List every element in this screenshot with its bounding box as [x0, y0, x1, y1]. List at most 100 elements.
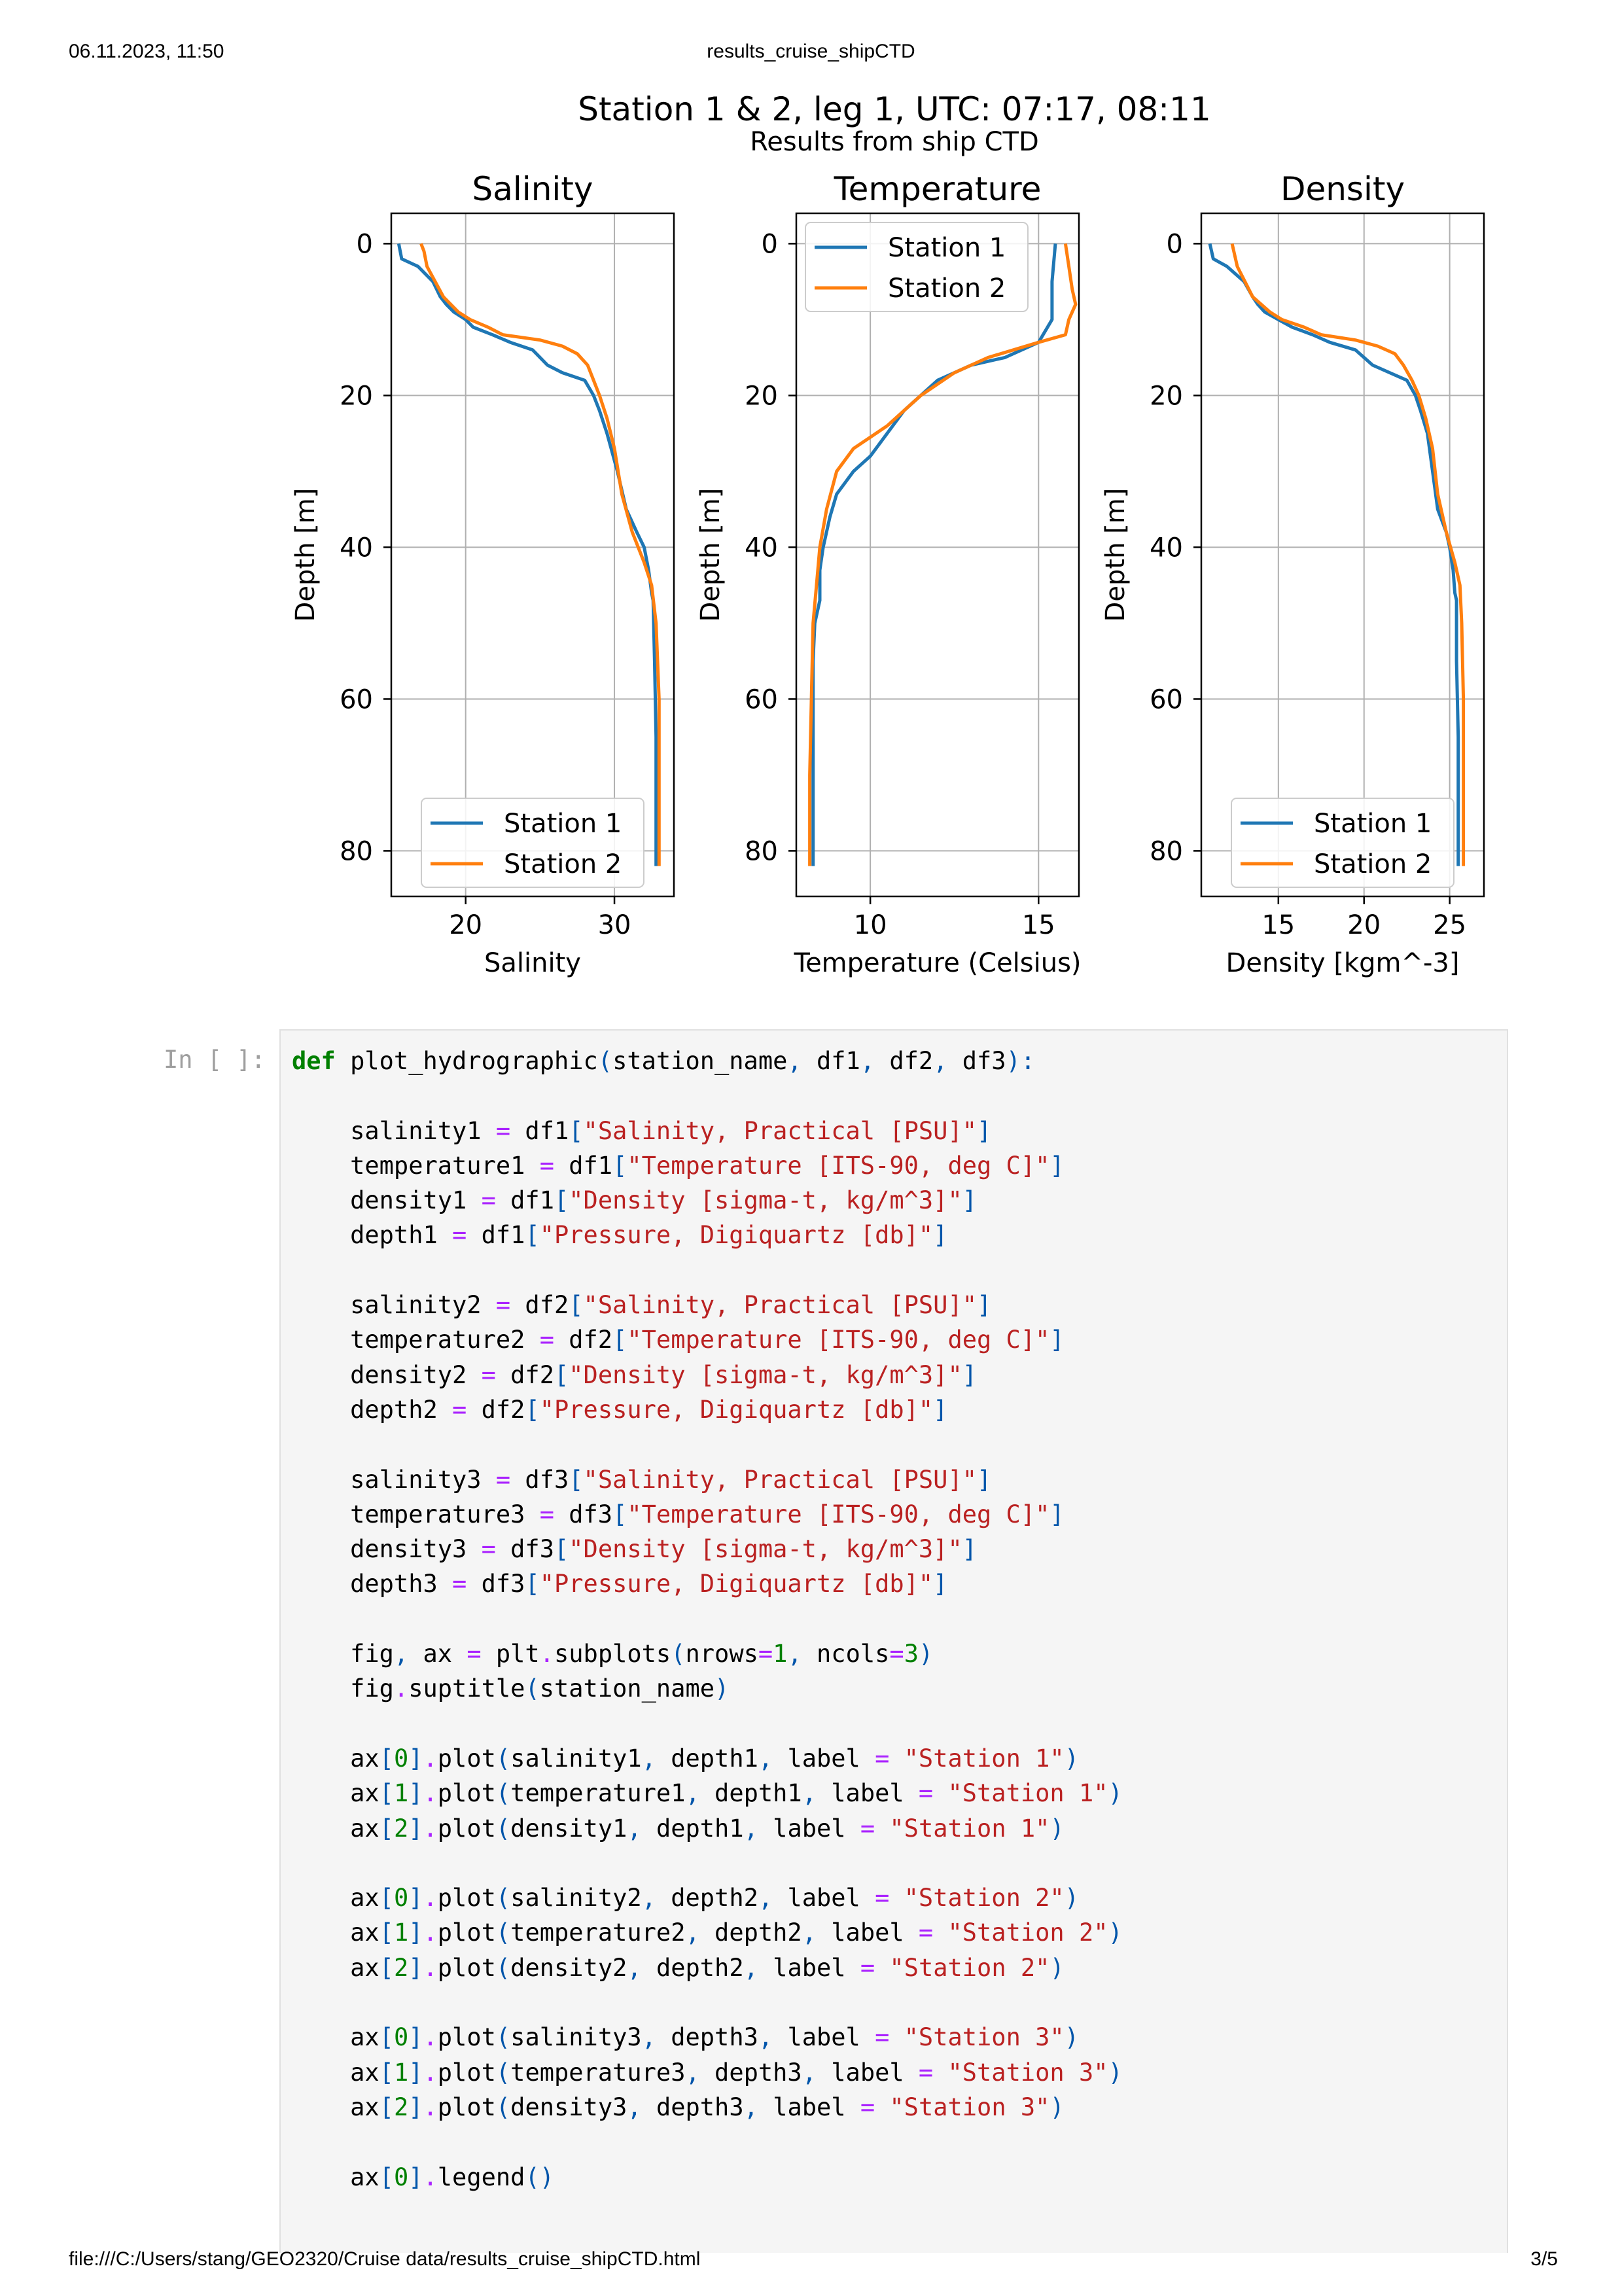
chart-title: Density — [1280, 170, 1405, 208]
code-token: plot — [437, 1918, 496, 1947]
code-token: . — [423, 2163, 438, 2191]
code-token: ( — [671, 1640, 686, 1669]
code-token: fig — [292, 1674, 394, 1703]
code-token: , — [933, 1047, 962, 1075]
code-token: depth3 — [656, 2093, 744, 2121]
code-token: plot — [437, 1884, 496, 1913]
code-token: . — [393, 1674, 409, 1703]
code-token: [ — [525, 1570, 540, 1598]
code-token: ] — [408, 2093, 423, 2121]
code-token — [889, 2023, 904, 2051]
code-line: ax[0].plot(salinity3, depth3, label = "S… — [292, 2020, 1123, 2055]
legend-label-station-1: Station 1 — [888, 233, 1006, 263]
code-token: depth2 — [656, 1953, 744, 1982]
code-token: [ — [525, 1221, 540, 1250]
code-token: , — [787, 1047, 817, 1075]
code-token: ) — [918, 1640, 934, 1669]
code-token: [ — [379, 2023, 394, 2052]
code-token: [ — [379, 1918, 394, 1947]
code-token: , — [641, 1884, 671, 1913]
code-line: fig.suptitle(station_name) — [292, 1671, 1123, 1706]
code-token: salinity2 — [292, 1291, 496, 1320]
code-token: ] — [977, 1291, 992, 1320]
code-token: density1 — [510, 1814, 627, 1843]
code-token: depth2 — [292, 1395, 453, 1424]
code-line: temperature1 = df1["Temperature [ITS-90,… — [292, 1148, 1123, 1183]
code-token: depth3 — [714, 2058, 802, 2087]
code-token: = — [467, 1640, 482, 1669]
code-token: plot — [437, 2093, 496, 2121]
temperature-panel: 10 15 0 20 40 60 80 Temperature Temperature (Cel… — [696, 170, 1082, 978]
code-token: , — [393, 1640, 423, 1669]
code-token: label — [831, 1918, 919, 1947]
code-token: ] — [977, 1465, 992, 1494]
code-line: ax[1].plot(temperature3, depth3, label =… — [292, 2055, 1123, 2090]
code-token: ] — [408, 1814, 423, 1843]
code-token: temperature3 — [292, 1500, 540, 1528]
code-token: density3 — [292, 1535, 482, 1564]
code-token: 1 — [393, 2058, 409, 2087]
print-header-datetime: 06.11.2023, 11:50 — [69, 41, 224, 62]
code-token: , — [685, 1918, 715, 1947]
code-line: def plot_hydrographic(station_name, df1,… — [292, 1044, 1123, 1078]
code-token: salinity2 — [510, 1884, 642, 1913]
code-token: ) — [1049, 1953, 1065, 1982]
code-token: , — [627, 1953, 656, 1982]
code-token: ax — [292, 1779, 379, 1808]
code-token: df3 — [510, 1465, 569, 1494]
code-token: "Salinity, Practical [PSU]" — [583, 1116, 977, 1145]
code-token: [ — [379, 1953, 394, 1982]
code-token: ( — [495, 1779, 511, 1808]
code-token: . — [423, 2023, 438, 2052]
print-footer-url: file:///C:/Users/stang/GEO2320/Cruise da… — [69, 2248, 701, 2270]
code-token: label — [773, 1814, 860, 1843]
code-token: "Salinity, Practical [PSU]" — [583, 1291, 977, 1320]
y-tick-label: 20 — [1150, 381, 1183, 411]
code-token: ncols — [817, 1640, 890, 1669]
code-cell[interactable]: def plot_hydrographic(station_name, df1,… — [279, 1029, 1508, 2253]
code-token: ax — [292, 1953, 379, 1982]
series-line-station-1 — [811, 243, 1057, 866]
code-token: ax — [292, 1744, 379, 1773]
y-tick-label: 80 — [745, 836, 778, 866]
code-token: = — [539, 1326, 554, 1354]
code-line: depth2 = df2["Pressure, Digiquartz [db]"… — [292, 1392, 1123, 1427]
code-editor[interactable]: def plot_hydrographic(station_name, df1,… — [292, 1044, 1123, 2195]
code-token: ( — [495, 2058, 511, 2087]
code-line: ax[0].plot(salinity1, depth1, label = "S… — [292, 1741, 1123, 1776]
code-token: label — [831, 2058, 919, 2087]
code-token: = — [860, 1953, 875, 1982]
code-token: [ — [569, 1291, 584, 1320]
code-token: ax — [423, 1640, 467, 1669]
code-token: = — [875, 1884, 890, 1913]
code-token: 2 — [393, 2093, 409, 2121]
code-token: ) — [1064, 1744, 1079, 1773]
y-tick-label: 60 — [1150, 684, 1183, 715]
code-line: temperature2 = df2["Temperature [ITS-90,… — [292, 1322, 1123, 1357]
code-token: = — [758, 1640, 773, 1669]
code-token: , — [685, 1779, 715, 1808]
code-token: = — [495, 1116, 511, 1145]
y-tick-label: 40 — [745, 533, 778, 563]
code-token: "Station 1" — [889, 1814, 1050, 1843]
code-token: "Temperature [ITS-90, deg C]" — [627, 1326, 1050, 1354]
code-token: ] — [1049, 1500, 1065, 1528]
code-token: "Station 2" — [889, 1953, 1050, 1982]
code-token: [ — [525, 1395, 540, 1424]
code-token: = — [918, 1779, 934, 1808]
code-token: ] — [962, 1535, 977, 1564]
code-line: temperature3 = df3["Temperature [ITS-90,… — [292, 1497, 1123, 1532]
salinity-panel: 20 30 0 20 40 60 80 Salinity Salinity Depth [m] St… — [291, 170, 675, 978]
cell-prompt: In [ ]: — [164, 1046, 266, 1074]
code-token: ] — [933, 1221, 948, 1250]
code-token: [ — [379, 1744, 394, 1773]
code-token: ] — [933, 1570, 948, 1598]
code-token: [ — [379, 2058, 394, 2087]
code-token: 0 — [393, 2023, 409, 2052]
code-token: . — [423, 1918, 438, 1947]
code-token: ] — [408, 1918, 423, 1947]
code-token: df2 — [510, 1291, 569, 1320]
code-token: "Pressure, Digiquartz [db]" — [539, 1570, 934, 1598]
code-line: depth3 = df3["Pressure, Digiquartz [db]"… — [292, 1566, 1123, 1601]
code-token: 1 — [393, 1918, 409, 1947]
